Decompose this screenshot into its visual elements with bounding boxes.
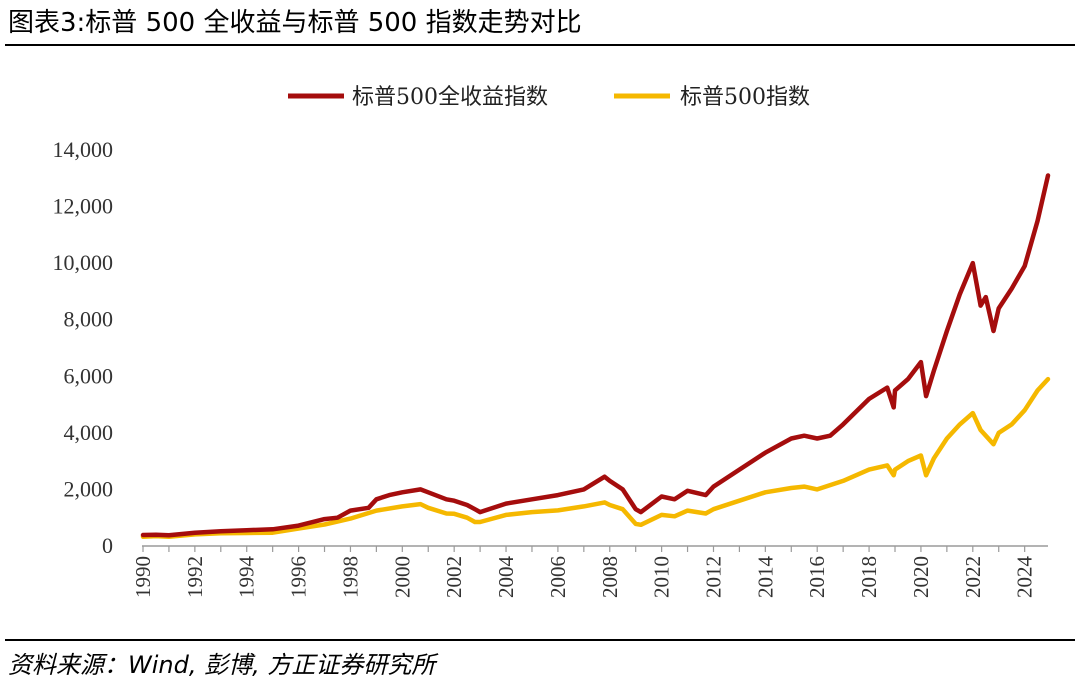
x-tick-label: 2018 [857, 556, 881, 598]
x-tick-label: 1992 [183, 556, 207, 598]
x-tick-label: 2004 [494, 556, 518, 599]
series-line-index [140, 376, 1051, 539]
x-tick-label: 2008 [598, 556, 622, 598]
x-tick-label: 2016 [805, 556, 829, 598]
x-tick-label: 2024 [1013, 556, 1037, 599]
x-tick-label: 2014 [753, 556, 777, 599]
title-divider [5, 44, 1075, 46]
y-tick-label: 10,000 [53, 250, 114, 275]
x-tick-label: 2006 [546, 556, 570, 598]
x-tick-label: 2002 [442, 556, 466, 598]
figure-title: 图表3:标普 500 全收益与标普 500 指数走势对比 [8, 8, 582, 38]
y-tick-label: 14,000 [53, 137, 114, 162]
x-tick-label: 2010 [650, 556, 674, 598]
x-tick-label: 2020 [909, 556, 933, 598]
chart-legend: 标普500全收益指数 标普500指数 [288, 85, 810, 110]
source-note: 资料来源：Wind, 彭博, 方正证券研究所 [8, 651, 436, 679]
x-axis: 1990 1992 1994 1996 1998 2000 2002 2004 2006 2008… [131, 545, 1048, 599]
x-tick-label: 2022 [961, 556, 985, 598]
legend-label: 标普500全收益指数 [352, 85, 548, 110]
y-axis: 0 2,000 4,000 6,000 8,000 10,000 12,000 14,000 [53, 137, 114, 558]
y-tick-label: 0 [102, 533, 113, 558]
x-tick-label: 1990 [131, 556, 155, 598]
x-tick-label: 1994 [235, 556, 259, 599]
x-tick-label: 1996 [287, 556, 311, 598]
y-tick-label: 2,000 [64, 476, 114, 501]
legend-label: 标普500指数 [680, 85, 810, 110]
y-tick-label: 8,000 [64, 307, 114, 332]
source-divider [5, 639, 1075, 641]
series-group [140, 173, 1051, 539]
y-tick-label: 12,000 [53, 194, 114, 219]
series-line-total-return [140, 173, 1051, 538]
y-tick-label: 6,000 [64, 363, 114, 388]
y-tick-label: 4,000 [64, 420, 114, 445]
x-tick-label: 2000 [390, 556, 414, 598]
x-tick-label: 1998 [338, 556, 362, 598]
x-tick-label: 2012 [701, 556, 725, 598]
